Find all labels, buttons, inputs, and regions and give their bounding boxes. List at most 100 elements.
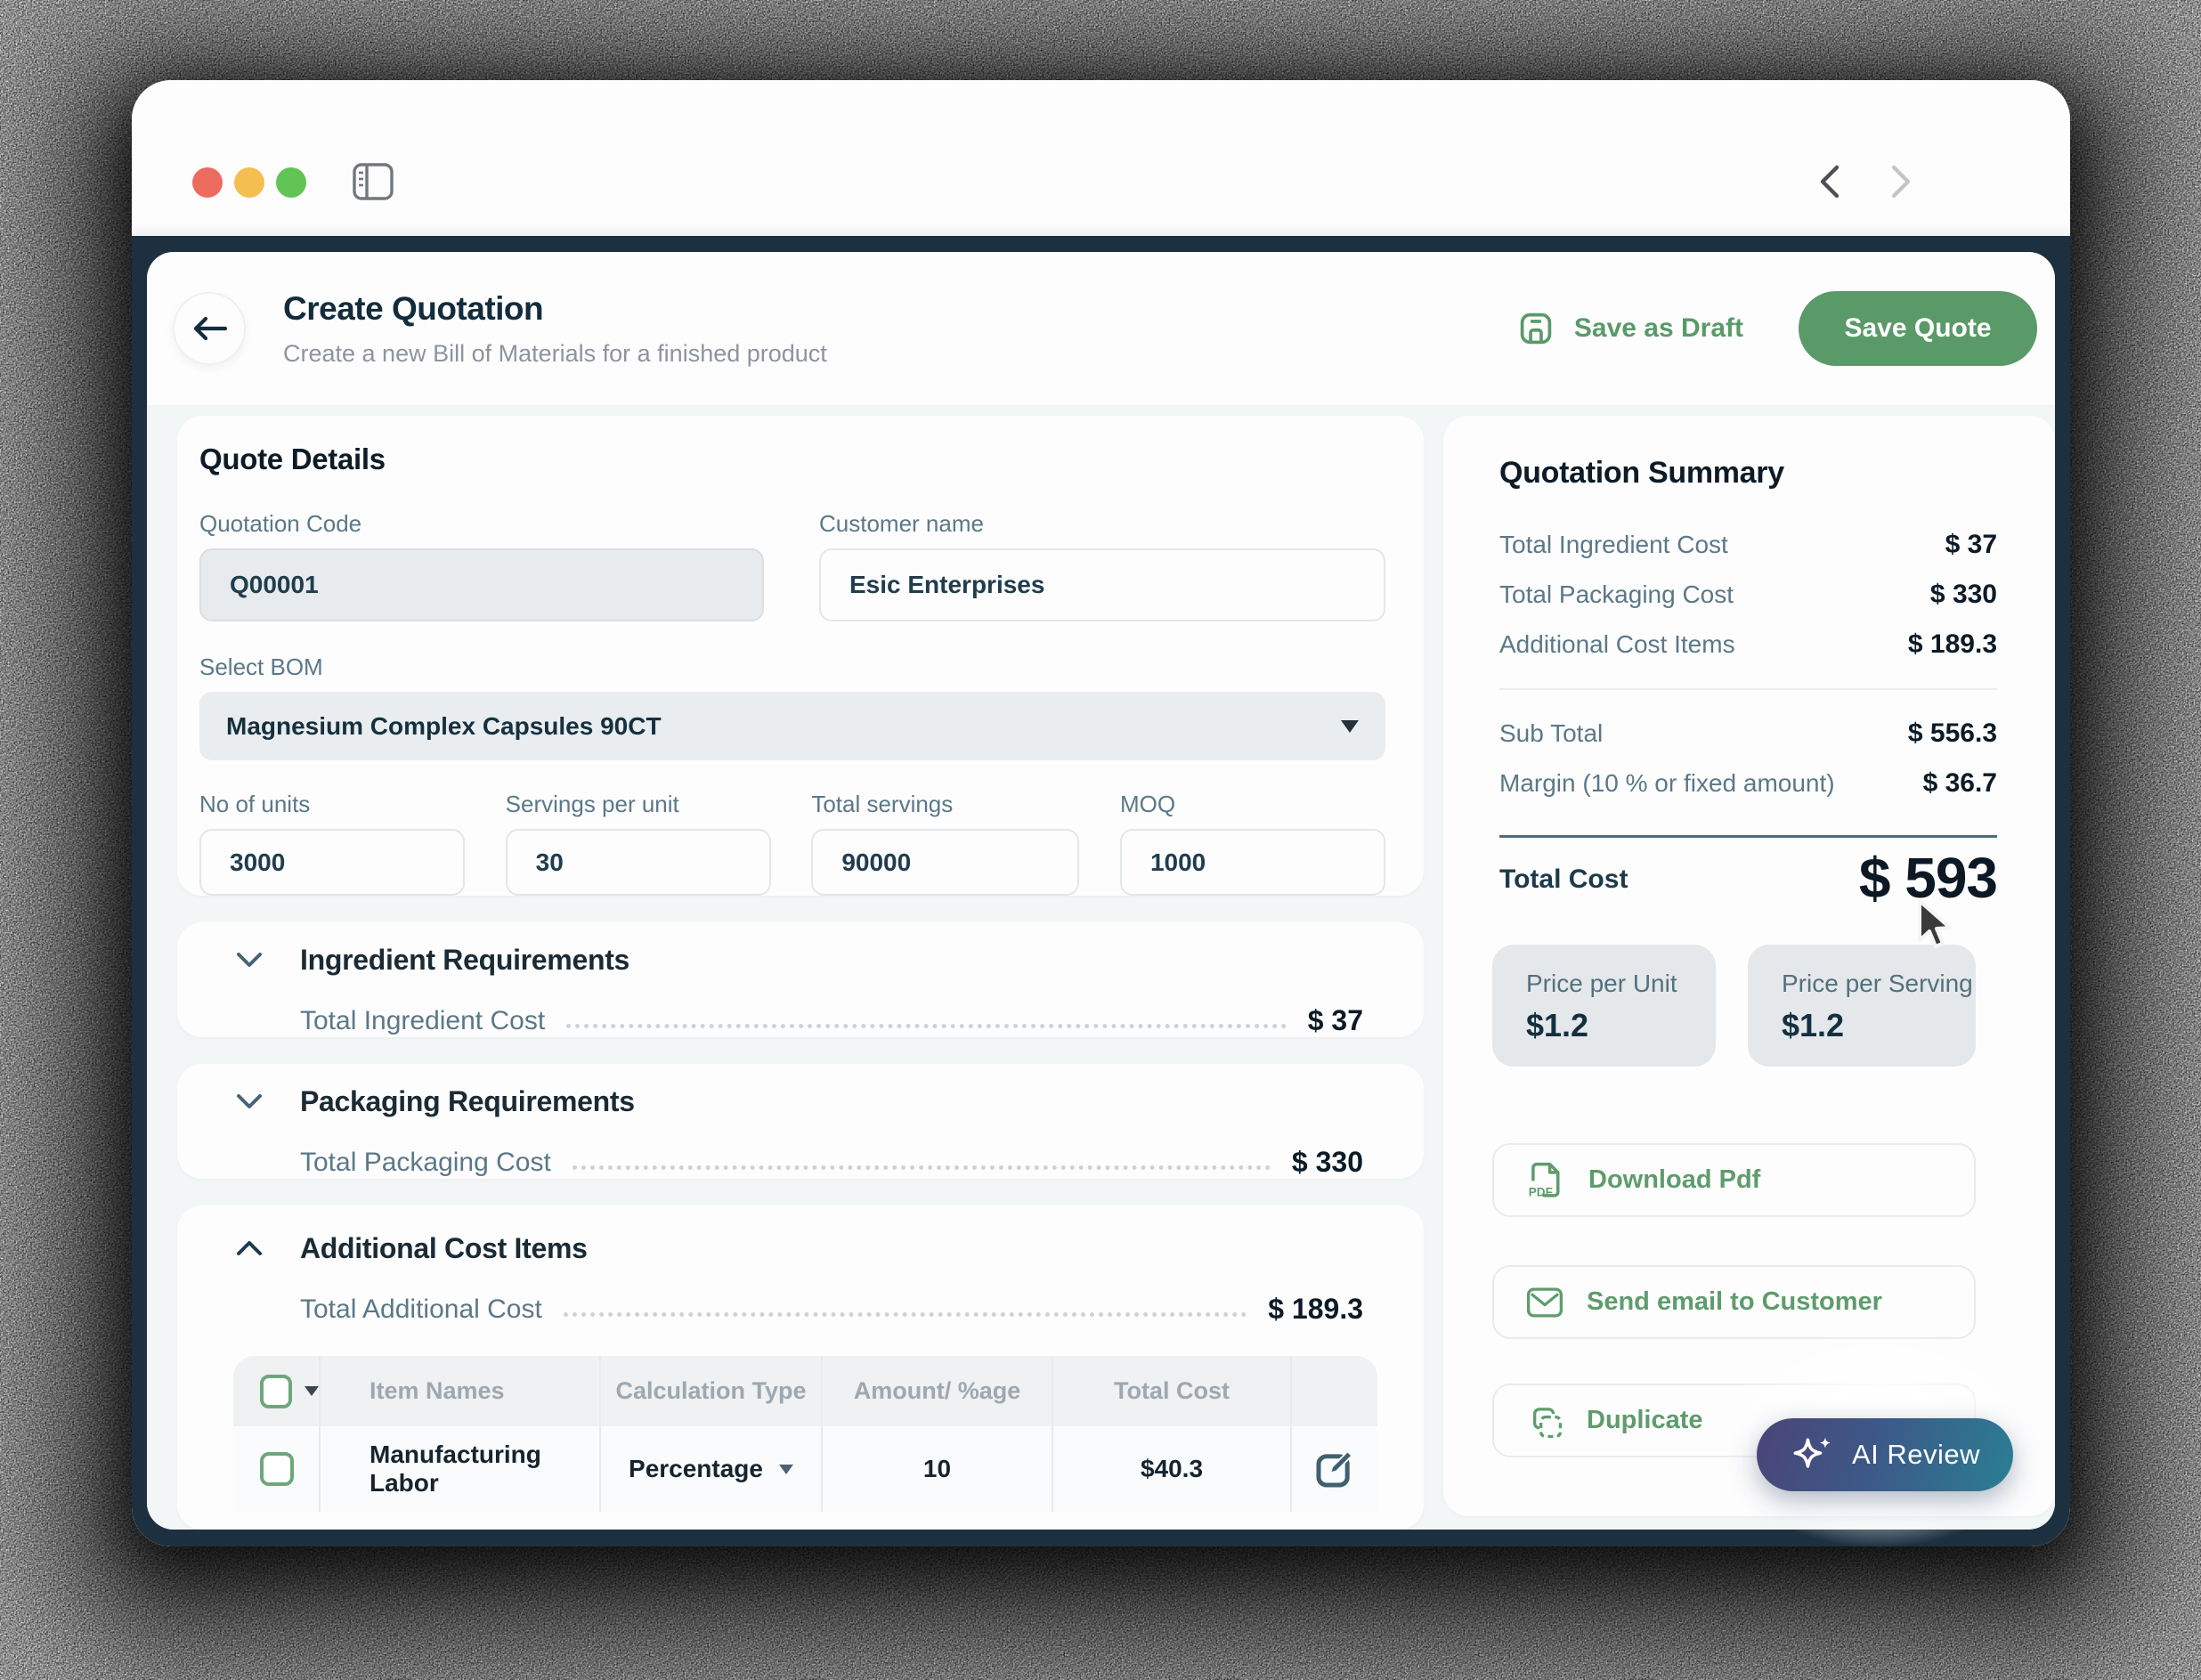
window-frame: Create Quotation Create a new Bill of Ma… [132, 236, 2070, 1546]
close-window-icon[interactable] [192, 167, 223, 198]
chevron-up-icon [237, 1241, 262, 1255]
sidebar-toggle-icon[interactable] [353, 163, 394, 200]
additional-total-row: Total Additional Cost $ 189.3 [300, 1293, 1363, 1326]
no-of-units-field: No of units [199, 791, 465, 896]
packaging-total-value: $ 330 [1291, 1146, 1363, 1178]
quotation-code-field: Quotation Code [199, 510, 764, 621]
no-of-units-label: No of units [199, 791, 311, 817]
window-titlebar [132, 80, 2070, 236]
packaging-section-title: Packaging Requirements [300, 1084, 635, 1117]
summary-row-label: Total Packaging Cost [1499, 580, 1734, 608]
ingredient-requirements-card: Ingredient Requirements Total Ingredient… [177, 922, 1424, 1037]
nav-back-icon[interactable] [1817, 162, 1842, 201]
ai-review-button[interactable]: AI Review [1757, 1418, 2013, 1491]
table-row: Manufacturing Labor Percentage 10 $40.3 [233, 1426, 1377, 1512]
save-as-draft-button[interactable]: Save as Draft [1517, 310, 1743, 347]
summary-row-label: Total Ingredient Cost [1499, 531, 1728, 558]
packaging-total-row: Total Packaging Cost $ 330 [300, 1146, 1363, 1179]
download-pdf-label: Download Pdf [1588, 1165, 1761, 1194]
price-cards: Price per Unit $1.2 Price per Serving $1… [1492, 945, 2004, 1067]
margin-value: $ 36.7 [1922, 768, 1997, 798]
quotation-code-label: Quotation Code [199, 510, 362, 537]
no-of-units-input[interactable] [199, 829, 465, 896]
cell-total-cost: $40.3 [1140, 1455, 1204, 1482]
ingredient-total-row: Total Ingredient Cost $ 37 [300, 1004, 1363, 1037]
total-servings-label: Total servings [811, 791, 954, 817]
save-draft-label: Save as Draft [1573, 313, 1743, 343]
total-cost-row: Total Cost $ 593 [1499, 845, 1998, 911]
subtotal-value: $ 556.3 [1907, 718, 1997, 748]
quote-details-card: Quote Details Quotation Code Customer na… [177, 416, 1424, 896]
calc-type-select[interactable]: Percentage [601, 1426, 823, 1512]
quotation-code-input[interactable] [199, 548, 764, 621]
summary-row: Additional Cost Items $ 189.3 [1499, 620, 1997, 670]
save-quote-button[interactable]: Save Quote [1799, 291, 2037, 366]
packaging-section-toggle[interactable]: Packaging Requirements [236, 1080, 1363, 1123]
select-all-checkbox[interactable] [260, 1374, 292, 1408]
cell-amount: 10 [922, 1455, 952, 1482]
col-amount: Amount/ %age [853, 1377, 1021, 1404]
customer-name-label: Customer name [819, 510, 984, 537]
envelope-icon [1526, 1286, 1563, 1318]
divider-dark [1499, 835, 1997, 838]
download-pdf-button[interactable]: PDF Download Pdf [1492, 1143, 1976, 1217]
subtotal-row: Sub Total $ 556.3 [1499, 709, 1997, 759]
page-header: Create Quotation Create a new Bill of Ma… [147, 252, 2055, 405]
divider [1499, 688, 1997, 690]
total-cost-value: $ 593 [1858, 846, 1998, 910]
minimize-window-icon[interactable] [234, 167, 264, 198]
chevron-down-icon [778, 1464, 793, 1474]
servings-per-unit-input[interactable] [505, 829, 771, 896]
cell-item-name: Manufacturing Labor [370, 1441, 541, 1497]
moq-input[interactable] [1119, 829, 1385, 896]
traffic-lights [192, 167, 306, 198]
additional-total-label: Total Additional Cost [300, 1294, 542, 1324]
chevron-down-icon [237, 953, 262, 967]
bom-select[interactable]: Magnesium Complex Capsules 90CT [199, 692, 1385, 760]
maximize-window-icon[interactable] [276, 167, 306, 198]
summary-row-value: $ 189.3 [1907, 629, 1997, 659]
customer-name-input[interactable] [819, 548, 1385, 621]
summary-row-value: $ 37 [1945, 530, 1997, 559]
col-item-names: Item Names [370, 1377, 505, 1404]
duplicate-icon [1532, 1407, 1563, 1438]
save-draft-icon [1520, 312, 1552, 345]
additional-total-value: $ 189.3 [1268, 1293, 1363, 1325]
price-per-unit-label: Price per Unit [1526, 970, 1677, 997]
ai-review-label: AI Review [1851, 1439, 1981, 1470]
dotted-leader [563, 1312, 1247, 1317]
select-bom-field: Select BOM Magnesium Complex Capsules 90… [199, 653, 1385, 760]
select-bom-label: Select BOM [199, 653, 323, 680]
nav-forward-icon[interactable] [1888, 162, 1913, 201]
quote-details-title: Quote Details [199, 442, 386, 475]
chevron-down-icon [237, 1094, 262, 1108]
sparkle-icon [1793, 1437, 1831, 1468]
summary-row: Total Packaging Cost $ 330 [1499, 570, 1997, 620]
servings-per-unit-field: Servings per unit [505, 791, 771, 896]
svg-text:PDF: PDF [1529, 1185, 1553, 1198]
moq-label: MOQ [1119, 791, 1176, 817]
total-cost-label: Total Cost [1499, 864, 1628, 894]
ingredient-section-title: Ingredient Requirements [300, 943, 630, 976]
moq-field: MOQ [1119, 791, 1385, 896]
app-window: Create Quotation Create a new Bill of Ma… [132, 80, 2070, 1546]
back-button[interactable] [173, 292, 246, 365]
servings-per-unit-label: Servings per unit [505, 791, 679, 817]
margin-row: Margin (10 % or fixed amount) $ 36.7 [1499, 759, 1997, 808]
ingredient-total-value: $ 37 [1307, 1004, 1363, 1036]
edit-icon[interactable] [1314, 1449, 1355, 1489]
ingredient-section-toggle[interactable]: Ingredient Requirements [236, 938, 1363, 981]
total-servings-field: Total servings [811, 791, 1080, 896]
packaging-requirements-card: Packaging Requirements Total Packaging C… [177, 1064, 1424, 1179]
summary-title: Quotation Summary [1499, 456, 1784, 490]
chevron-down-icon[interactable] [305, 1386, 319, 1396]
row-checkbox[interactable] [260, 1452, 294, 1486]
total-servings-input[interactable] [811, 829, 1080, 896]
bom-select-value: Magnesium Complex Capsules 90CT [226, 711, 662, 740]
price-per-serving-card: Price per Serving $1.2 [1748, 945, 1976, 1067]
additional-section-title: Additional Cost Items [300, 1231, 588, 1264]
page-title: Create Quotation [283, 289, 544, 327]
packaging-total-label: Total Packaging Cost [300, 1147, 551, 1177]
additional-section-toggle[interactable]: Additional Cost Items [236, 1227, 1363, 1270]
dotted-leader [566, 1024, 1287, 1028]
